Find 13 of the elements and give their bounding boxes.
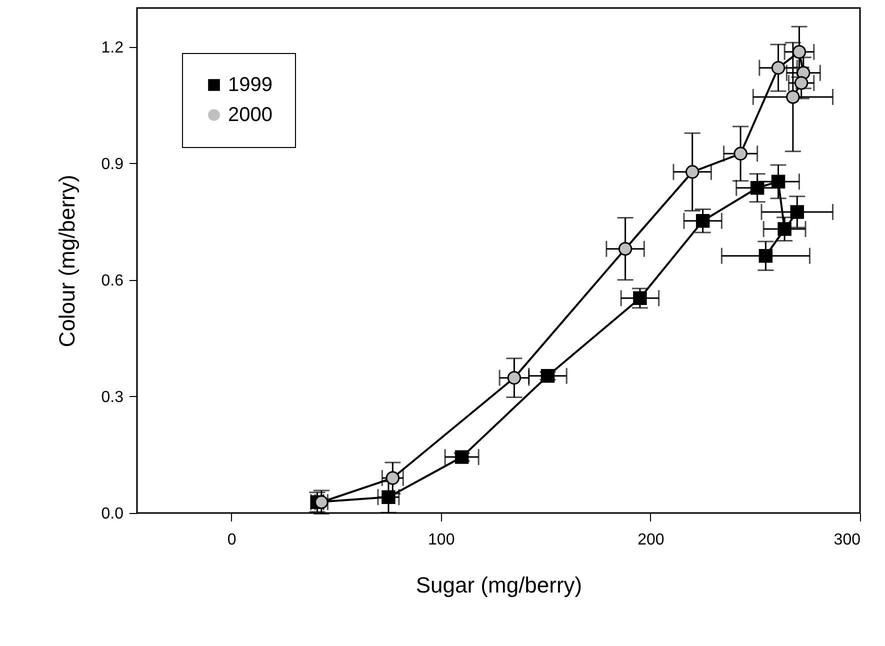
x-tick-label: 0 [227,532,236,548]
y-tick-label: 0.3 [101,388,124,406]
legend-label: 1999 [228,74,272,96]
legend-label: 2000 [228,104,272,126]
y-tick-label: 0.9 [101,156,124,173]
x-axis-title: Sugar (mg/berry) [416,572,582,598]
y-tick-label: 0.0 [101,506,124,522]
x-tick-label: 100 [428,532,455,548]
y-tick-label: 1.2 [101,39,124,56]
y-axis-title: Colour (mg/berry) [54,174,80,348]
x-tick-label: 300 [834,532,861,548]
x-tick-label: 200 [638,532,664,548]
y-tick-label: 0.6 [101,272,124,290]
